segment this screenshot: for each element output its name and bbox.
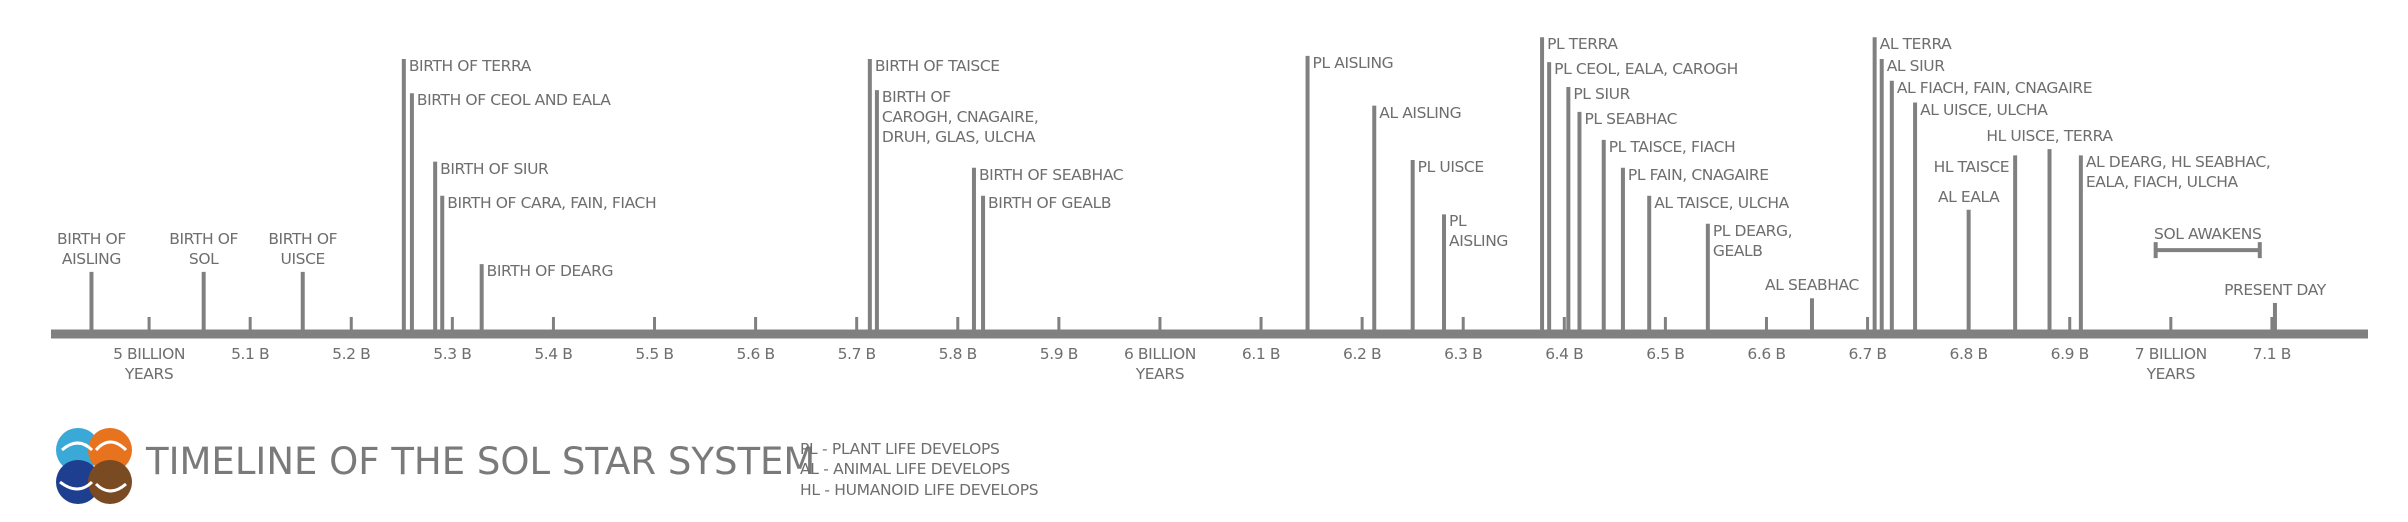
event-label: BIRTH OF CARA, FAIN, FIACH: [447, 193, 657, 212]
x-tick-label: 6.5 B: [1646, 345, 1685, 363]
x-tick-label: 6.3 B: [1444, 345, 1483, 363]
event-label: PL AISLING: [1449, 212, 1509, 251]
event-label: AL UISCE, ULCHA: [1920, 100, 2048, 119]
event-label: PL AISLING: [1312, 53, 1394, 72]
event-label: AL TAISCE, ULCHA: [1654, 193, 1789, 212]
x-tick-label: 5.5 B: [635, 345, 674, 363]
event-label: PL SIUR: [1573, 84, 1630, 103]
event-label: HL UISCE, TERRA: [1986, 127, 2113, 146]
x-tick-label: 7 BILLION YEARS: [2134, 345, 2207, 383]
x-tick-label: 5.4 B: [534, 345, 573, 363]
x-tick-label: 5.1 B: [231, 345, 270, 363]
range-label: SOL AWAKENS: [2154, 225, 2262, 244]
x-tick-label: 6.9 B: [2050, 345, 2090, 363]
event-label: BIRTH OF CAROGH, CNAGAIRE, DRUH, GLAS, U…: [881, 88, 1039, 147]
x-tick-label: 6.1 B: [1241, 345, 1281, 363]
event-label: AL SIUR: [1886, 57, 1945, 76]
legend-entry: HL - HUMANOID LIFE DEVELOPS: [800, 481, 1039, 499]
event-label: BIRTH OF SIUR: [440, 159, 549, 178]
x-tick-label: 6.7 B: [1848, 345, 1887, 363]
event-label: HL TAISCE: [1933, 158, 2010, 177]
title: TIMELINE OF THE SOL STAR SYSTEM: [146, 440, 816, 483]
event-label: PL TAISCE, FIACH: [1608, 137, 1736, 156]
event-label: PL CEOL, EALA, CAROGH: [1554, 60, 1738, 79]
event-label: PL FAIN, CNAGAIRE: [1627, 165, 1769, 184]
event-label: PL SEABHAC: [1584, 109, 1678, 128]
event-label: BIRTH OF GEALB: [988, 193, 1112, 212]
event-label: PL DEARG, GEALB: [1712, 221, 1793, 260]
event-label: AL EALA: [1937, 187, 2000, 206]
event-label: PL UISCE: [1417, 158, 1484, 176]
x-tick-label: 5.7 B: [837, 345, 877, 363]
x-tick-label: 5 BILLION YEARS: [113, 345, 186, 383]
event-label: BIRTH OF SOL: [169, 229, 239, 268]
event-label: BIRTH OF DEARG: [486, 262, 614, 281]
x-tick-label: 5.2 B: [332, 345, 371, 363]
event-label: BIRTH OF CEOL AND EALA: [416, 91, 611, 110]
x-tick-label: 6.4 B: [1545, 345, 1584, 363]
event-label: BIRTH OF SEABHAC: [978, 165, 1124, 184]
event-label: PL TERRA: [1547, 35, 1618, 54]
event-label: AL DEARG, HL SEABHAC, EALA, FIACH, ULCHA: [2085, 153, 2271, 192]
x-tick-label: 5.8 B: [938, 345, 978, 363]
event-label: AL SEABHAC: [1765, 276, 1859, 295]
x-tick-label: 6.8 B: [1949, 345, 1989, 363]
x-tick-label: 5.6 B: [736, 345, 775, 363]
x-tick-label: 5.9 B: [1039, 345, 1079, 363]
x-tick-label: 6.6 B: [1747, 345, 1786, 363]
event-label: BIRTH OF UISCE: [268, 229, 338, 268]
event-label: BIRTH OF AISLING: [57, 229, 126, 268]
event-label: PRESENT DAY: [2224, 280, 2326, 299]
legend-entry: AL - ANIMAL LIFE DEVELOPS: [800, 460, 1010, 478]
event-label: AL TERRA: [1879, 35, 1952, 54]
event-label: BIRTH OF TAISCE: [874, 57, 1000, 76]
x-tick-label: 6 BILLION YEARS: [1123, 345, 1196, 383]
event-label: AL AISLING: [1379, 103, 1462, 122]
x-tick-label: 5.3 B: [433, 345, 472, 363]
event-label: BIRTH OF TERRA: [408, 57, 532, 76]
x-tick-label: 6.2 B: [1343, 345, 1382, 363]
event-label: AL FIACH, FAIN, CNAGAIRE: [1896, 78, 2093, 97]
x-tick-label: 7.1 B: [2252, 345, 2292, 363]
logo: [56, 428, 132, 504]
legend-entry: PL - PLANT LIFE DEVELOPS: [800, 440, 1000, 458]
